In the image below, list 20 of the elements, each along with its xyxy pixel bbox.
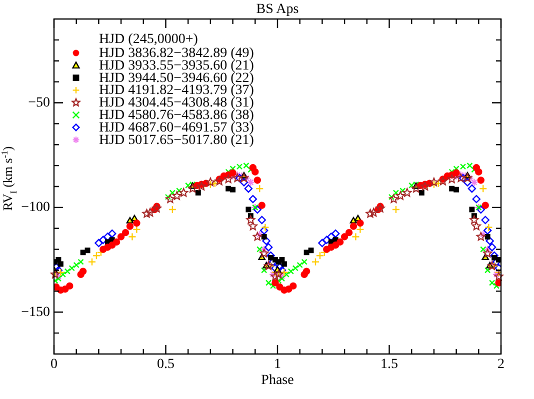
chart-title: BS Aps: [256, 2, 299, 17]
legend-label: HJD 4687.60−4691.57 (33): [99, 120, 254, 136]
legend-label: HJD 3933.55−3935.60 (21): [99, 58, 254, 74]
y-tick-label: −150: [21, 304, 50, 320]
y-axis-title: RVI (km s-1): [0, 146, 19, 211]
x-tick-label: 0.5: [157, 357, 174, 372]
y-tick-label: −50: [28, 95, 50, 110]
x-tick-label: 1.5: [380, 357, 398, 372]
legend-label: HJD 3944.50−3946.60 (22): [99, 70, 254, 86]
legend-label: HJD 4191.82−4193.79 (37): [99, 83, 254, 98]
x-tick-label: 1: [274, 357, 281, 372]
x-tick-label: 0: [50, 357, 58, 372]
legend-label: HJD 4580.76−4583.86 (38): [99, 108, 254, 123]
x-axis-title: Phase: [261, 373, 294, 388]
legend-label: HJD 3836.82−3842.89 (49): [99, 46, 254, 61]
legend-label: HJD 5017.65−5017.80 (21): [99, 132, 254, 148]
y-tick-label: −100: [21, 200, 50, 216]
x-tick-label: 2: [498, 357, 504, 372]
legend-title: HJD (245,0000+): [99, 32, 198, 47]
legend-label: HJD 4304.45−4308.48 (31): [99, 96, 254, 111]
